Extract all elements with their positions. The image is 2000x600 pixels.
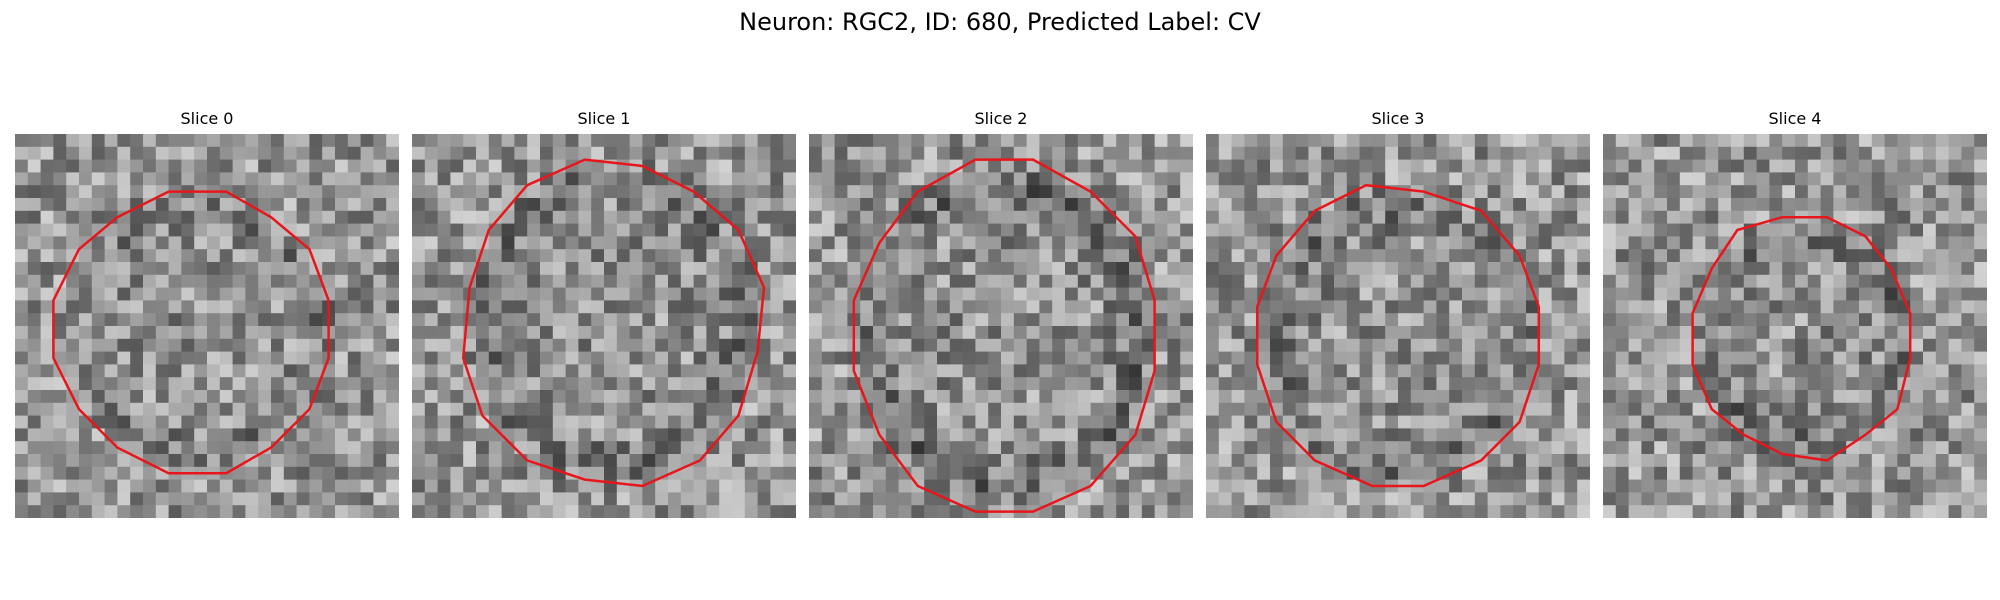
slice-image-3: [1206, 134, 1590, 518]
cell-contour: [461, 158, 766, 488]
cell-contour: [1255, 183, 1541, 488]
cell-contour: [852, 158, 1156, 513]
slice-image-0: [15, 134, 399, 518]
slice-title-4: Slice 4: [1768, 109, 1822, 128]
slice-image-1: [412, 134, 796, 518]
slice-panel-3: Slice 3: [1206, 108, 1590, 518]
slice-panel-4: Slice 4: [1603, 108, 1987, 518]
cell-contour: [1691, 215, 1912, 462]
slice-title-3: Slice 3: [1371, 109, 1425, 128]
slice-title-0: Slice 0: [180, 109, 234, 128]
slice-panel-2: Slice 2: [809, 108, 1193, 518]
figure-title: Neuron: RGC2, ID: 680, Predicted Label: …: [739, 8, 1261, 36]
cell-contour: [52, 190, 330, 475]
slice-image-4: [1603, 134, 1987, 518]
slice-panel-0: Slice 0: [15, 108, 399, 518]
slice-image-2: [809, 134, 1193, 518]
slice-title-2: Slice 2: [974, 109, 1028, 128]
slice-panel-1: Slice 1: [412, 108, 796, 518]
slice-title-1: Slice 1: [577, 109, 631, 128]
